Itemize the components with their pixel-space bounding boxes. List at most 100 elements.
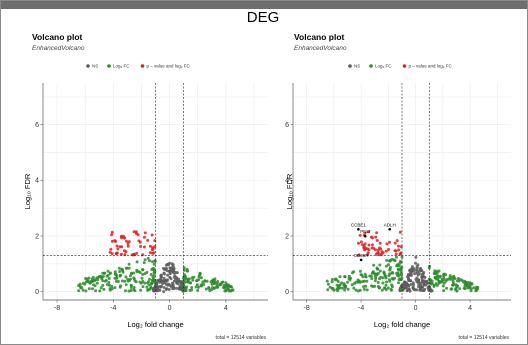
data-point [441,273,445,277]
legend-label: Log₂ FC [375,64,392,69]
data-point [107,281,111,284]
data-point [164,263,168,267]
data-point [150,281,153,285]
data-point [387,274,391,278]
data-point [384,283,388,287]
data-point [197,285,200,289]
data-point [198,272,202,276]
data-point [143,272,147,276]
x-tick-label: 4 [224,305,228,312]
data-point [123,279,127,283]
data-point [149,273,153,276]
data-point [81,288,85,292]
data-point [458,287,462,291]
data-point [96,278,100,282]
data-point [376,281,380,284]
data-point [164,288,168,291]
legend-key-p_and_log2FC [402,64,407,68]
data-point [151,278,155,282]
data-point [95,281,99,285]
data-point [420,280,424,284]
data-point [340,286,344,290]
data-point [142,245,146,249]
data-point [330,280,334,284]
data-point [378,241,382,245]
data-point [359,240,363,244]
data-point [159,273,163,277]
data-point [404,286,408,289]
data-point [134,232,138,235]
data-point [457,279,461,283]
data-point [110,284,114,288]
data-point [102,287,106,291]
data-point [371,243,374,247]
data-point [365,279,369,283]
x-axis-label: Log₂ fold change [127,320,183,329]
data-point [203,279,207,283]
data-point [453,277,457,281]
data-point [408,273,412,277]
data-point [92,283,96,287]
data-point [97,275,101,279]
data-point [449,287,453,291]
data-point [400,288,403,292]
legend-key-NS [348,64,352,68]
data-point [135,268,139,272]
data-point [427,266,431,270]
legend-key-NS [86,64,90,68]
data-point [143,231,147,235]
data-point [155,289,159,293]
data-point [330,277,334,281]
data-point [420,272,424,276]
data-point [361,275,365,279]
data-point [440,277,444,281]
y-tick-label: 0 [285,289,289,296]
data-point [430,289,434,293]
data-point [406,284,410,287]
data-point [383,273,387,277]
data-point [172,279,176,283]
data-point [175,277,179,280]
y-tick-label: 6 [35,122,39,129]
data-point [108,271,112,275]
data-point [450,275,454,279]
data-point [384,264,388,268]
data-point [101,279,105,283]
data-point [383,286,387,290]
data-point [132,277,136,281]
data-point [129,283,133,287]
data-point [358,269,362,273]
x-tick-label: -4 [358,305,364,312]
data-point [417,282,421,286]
data-point [141,253,145,257]
legend-key-Log2FC [107,64,111,68]
x-tick-label: -4 [110,305,116,312]
data-point [390,283,394,287]
data-point [167,282,171,286]
data-point [394,252,398,256]
data-point [377,246,381,250]
data-point [417,285,420,289]
data-point [399,273,403,277]
data-point [157,279,161,283]
data-point [445,286,449,290]
data-point [385,280,389,284]
data-point [469,287,473,291]
data-point [119,234,123,238]
legend-key-Log2FC [369,64,373,68]
data-point [411,265,414,269]
data-point [120,252,123,256]
data-point [151,251,155,255]
data-point [116,280,120,283]
data-point [142,235,146,239]
data-point [436,274,440,278]
legend-label: NS [92,64,98,69]
data-point [394,249,398,253]
y-tick-label: 4 [285,178,289,185]
data-point [426,281,429,285]
data-point [456,277,460,280]
figure-title: DEG [246,9,280,26]
data-point [182,284,186,288]
data-point [374,248,377,252]
